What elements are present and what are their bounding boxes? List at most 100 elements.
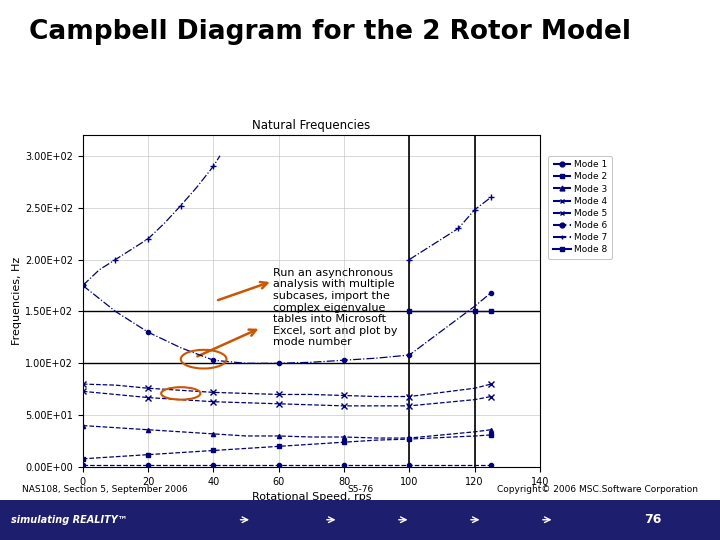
- Mode 2: [78, 456, 87, 462]
- Line: Mode 2: Mode 2: [81, 433, 493, 461]
- Mode 2: [209, 447, 217, 454]
- Mode 4: [242, 400, 251, 406]
- Mode 7: [127, 246, 136, 252]
- Mode 2: [340, 439, 348, 446]
- Mode 2: [111, 454, 120, 460]
- Mode 1: [274, 462, 283, 468]
- Mode 7: [193, 184, 202, 190]
- Mode 2: [405, 436, 414, 442]
- Mode 3: [78, 422, 87, 429]
- Mode 6: [372, 355, 381, 361]
- Mode 4: [78, 388, 87, 395]
- Mode 6: [209, 357, 217, 363]
- Mode 6: [405, 352, 414, 358]
- Mode 1: [78, 462, 87, 468]
- Mode 6: [111, 308, 120, 315]
- Mode 1: [470, 462, 479, 468]
- Mode 4: [209, 399, 217, 405]
- Mode 5: [470, 385, 479, 392]
- Mode 3: [405, 435, 414, 441]
- Mode 7: [111, 256, 120, 263]
- Line: Mode 4: Mode 4: [80, 389, 494, 409]
- Line: Mode 6: Mode 6: [81, 284, 493, 366]
- Text: Run an asynchronous
analysis with multiple
subcases, import the
complex eigenval: Run an asynchronous analysis with multip…: [273, 268, 397, 347]
- Line: Mode 1: Mode 1: [81, 463, 493, 467]
- Mode 6: [176, 345, 185, 351]
- Mode 4: [307, 402, 315, 408]
- Mode 4: [405, 403, 414, 409]
- Mode 6: [242, 360, 251, 367]
- Mode 5: [209, 389, 217, 396]
- Mode 5: [274, 391, 283, 397]
- Mode 2: [372, 437, 381, 443]
- Mode 1: [176, 462, 185, 468]
- Mode 7: [216, 152, 225, 159]
- Mode 2: [144, 451, 153, 458]
- Mode 2: [487, 431, 495, 438]
- Line: Mode 8: Mode 8: [408, 309, 493, 314]
- Mode 1: [144, 462, 153, 468]
- Text: S5-76: S5-76: [347, 485, 373, 494]
- Mode 7: [209, 163, 217, 170]
- Mode 2: [274, 443, 283, 450]
- Text: 76: 76: [644, 513, 662, 526]
- Mode 5: [144, 385, 153, 392]
- X-axis label: Rotational Speed, rps: Rotational Speed, rps: [252, 492, 371, 502]
- Mode 6: [307, 359, 315, 366]
- Mode 7: [160, 220, 168, 226]
- Mode 4: [470, 396, 479, 403]
- Mode 7: [144, 235, 153, 242]
- Mode 3: [242, 433, 251, 439]
- Text: simulating REALITY™: simulating REALITY™: [11, 515, 127, 525]
- Line: Mode 7: Mode 7: [80, 153, 222, 288]
- Text: Campbell Diagram for the 2 Rotor Model: Campbell Diagram for the 2 Rotor Model: [29, 19, 631, 45]
- Mode 5: [78, 381, 87, 387]
- Mode 8: [487, 308, 495, 315]
- Mode 3: [372, 435, 381, 441]
- Mode 6: [78, 282, 87, 289]
- Mode 4: [340, 403, 348, 409]
- Mode 2: [176, 449, 185, 456]
- Mode 2: [470, 433, 479, 439]
- Mode 5: [242, 390, 251, 397]
- Mode 6: [144, 329, 153, 335]
- Mode 5: [487, 381, 495, 387]
- Mode 4: [487, 393, 495, 400]
- Mode 1: [372, 462, 381, 468]
- Line: Mode 3: Mode 3: [81, 423, 493, 440]
- Mode 1: [405, 462, 414, 468]
- Mode 1: [487, 462, 495, 468]
- Mode 7: [176, 202, 185, 209]
- Mode 1: [111, 462, 120, 468]
- Mode 1: [242, 462, 251, 468]
- Mode 3: [274, 433, 283, 439]
- Mode 4: [274, 401, 283, 407]
- Y-axis label: Frequencies, Hz: Frequencies, Hz: [12, 257, 22, 345]
- Mode 3: [209, 431, 217, 437]
- Mode 1: [209, 462, 217, 468]
- Mode 3: [340, 434, 348, 440]
- Mode 1: [340, 462, 348, 468]
- Mode 5: [307, 391, 315, 397]
- Mode 6: [340, 357, 348, 363]
- Mode 7: [95, 267, 104, 273]
- Mode 5: [405, 393, 414, 400]
- Legend: Mode 1, Mode 2, Mode 3, Mode 4, Mode 5, Mode 6, Mode 7, Mode 8: Mode 1, Mode 2, Mode 3, Mode 4, Mode 5, …: [548, 156, 612, 259]
- Mode 2: [307, 441, 315, 448]
- Mode 6: [274, 360, 283, 367]
- Title: Natural Frequencies: Natural Frequencies: [252, 119, 371, 132]
- Mode 3: [307, 434, 315, 440]
- Mode 3: [111, 424, 120, 431]
- Line: Mode 5: Mode 5: [80, 381, 494, 399]
- Mode 6: [487, 289, 495, 296]
- Mode 6: [470, 303, 479, 309]
- Mode 8: [405, 308, 414, 315]
- Mode 5: [111, 382, 120, 388]
- Mode 3: [487, 427, 495, 433]
- Mode 7: [78, 282, 87, 289]
- Mode 1: [307, 462, 315, 468]
- Mode 3: [176, 429, 185, 435]
- Mode 3: [470, 429, 479, 435]
- Mode 4: [144, 394, 153, 401]
- Mode 5: [372, 393, 381, 400]
